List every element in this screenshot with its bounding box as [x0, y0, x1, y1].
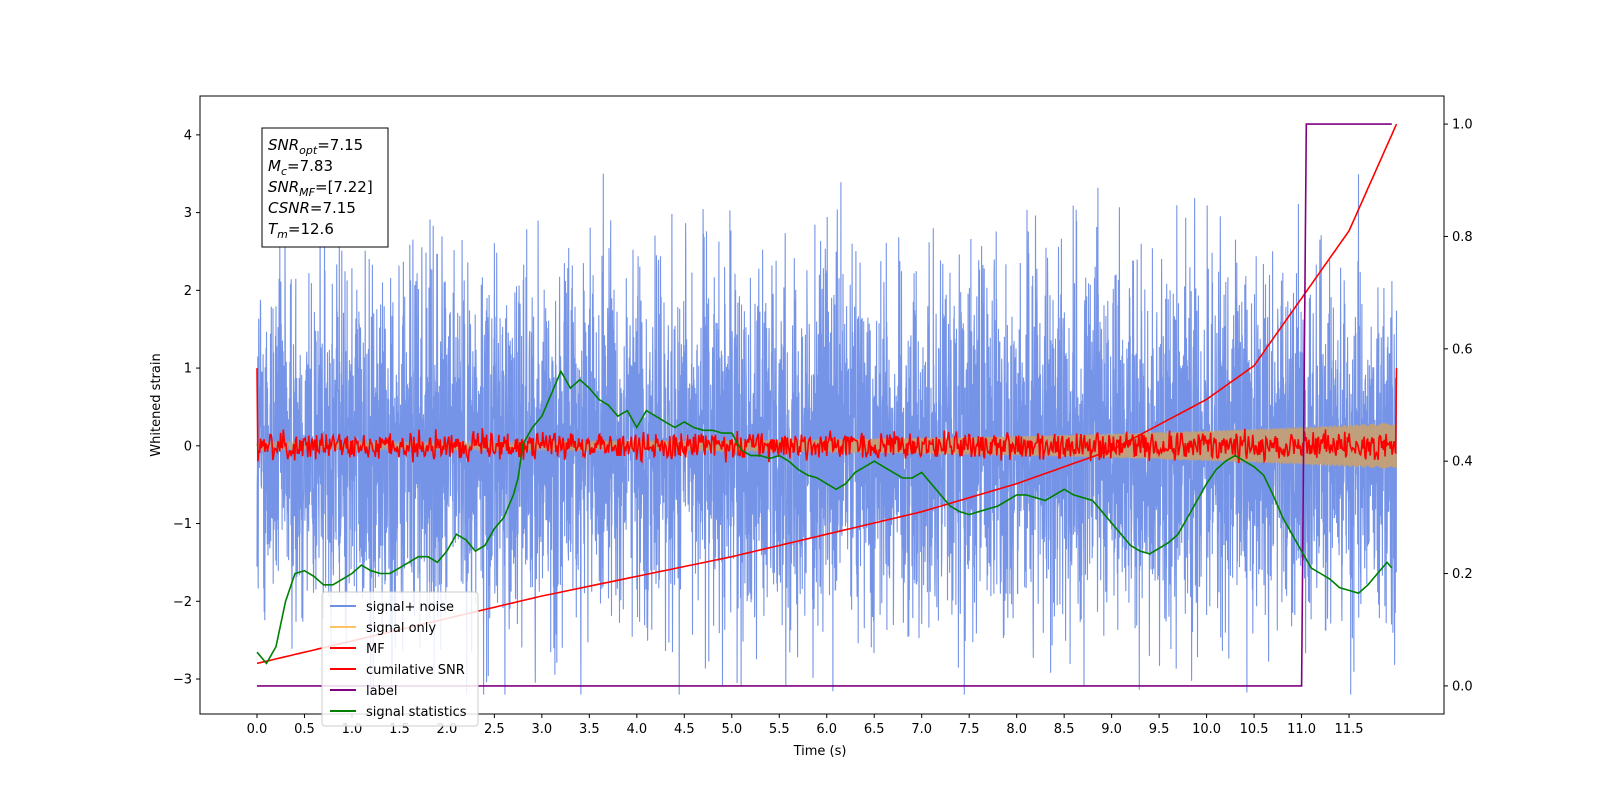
annotation-box-frame: [261, 127, 389, 248]
series-label-line: [257, 123, 1392, 687]
x-tick-label: 6.5: [864, 722, 885, 737]
y-tick-label: 4: [184, 128, 192, 143]
y2-tick-label: 0.0: [1452, 679, 1473, 694]
x-tick-label: 7.5: [959, 722, 980, 737]
legend-label-signal-noise: signal+ noise: [366, 600, 454, 615]
y-tick-label: 1: [184, 362, 192, 377]
plot-area: [256, 123, 1398, 695]
y-tick-label: 0: [184, 439, 192, 454]
legend-frame: [321, 591, 479, 727]
legend-label-signal-statistics: signal statistics: [366, 705, 467, 720]
annotation-line: SNRMF=[7.22]: [268, 178, 373, 199]
y-tick-label: −3: [173, 673, 192, 688]
x-tick-label: 8.0: [1006, 722, 1027, 737]
y2-tick-label: 0.2: [1452, 567, 1473, 582]
y-tick-label: −2: [173, 595, 192, 610]
x-tick-label: 3.5: [579, 722, 600, 737]
axes-frame: [199, 95, 1445, 715]
x-tick-label: 9.5: [1149, 722, 1170, 737]
legend: signal+ noise signal only MF cumilative SNR…: [321, 591, 479, 727]
x-tick-label: 8.5: [1054, 722, 1075, 737]
x-tick-label: 0.5: [294, 722, 315, 737]
annotation-line: Tm=12.6: [268, 220, 334, 241]
x-tick-label: 10.5: [1240, 722, 1269, 737]
y2-tick-label: 0.4: [1452, 455, 1473, 470]
y-axis-right: 0.0 0.2 0.4 0.6 0.8 1.0: [1444, 118, 1473, 694]
x-tick-label: 9.0: [1101, 722, 1122, 737]
y-axis-left: −3 −2 −1 0 1 2 3 4: [173, 128, 200, 688]
x-tick-label: 3.0: [532, 722, 553, 737]
x-tick-label: 10.0: [1192, 722, 1221, 737]
y-tick-label: −1: [173, 517, 192, 532]
series-signal-noise-line: [256, 161, 1398, 695]
legend-label-signal-only: signal only: [366, 621, 436, 636]
annotation-line: Mc=7.83: [268, 157, 333, 178]
y2-tick-label: 1.0: [1452, 118, 1473, 133]
x-tick-label: 11.5: [1335, 722, 1364, 737]
legend-label-label: label: [366, 684, 397, 699]
x-axis-label: Time (s): [793, 744, 847, 759]
annotation-line: SNRopt=7.15: [268, 136, 363, 157]
y-tick-label: 2: [184, 284, 192, 299]
x-tick-label: 5.0: [721, 722, 742, 737]
x-tick-label: 2.5: [484, 722, 505, 737]
legend-label-mf: MF: [366, 642, 385, 657]
y-axis-label: Whitened strain: [149, 353, 164, 456]
x-tick-label: 11.0: [1287, 722, 1316, 737]
x-tick-label: 5.5: [769, 722, 790, 737]
series-signal-statistics-line: [256, 369, 1393, 665]
series-mf-line: [256, 368, 1398, 464]
x-tick-label: 4.0: [626, 722, 647, 737]
x-tick-label: 4.5: [674, 722, 695, 737]
x-tick-label: 7.0: [911, 722, 932, 737]
x-tick-label: 0.0: [247, 722, 268, 737]
x-tick-label: 6.0: [816, 722, 837, 737]
y-tick-label: 3: [184, 206, 192, 221]
y2-tick-label: 0.6: [1452, 342, 1473, 357]
y2-tick-label: 0.8: [1452, 230, 1473, 245]
annotation-line: CSNR=7.15: [268, 199, 356, 217]
legend-label-cumilative-snr: cumilative SNR: [366, 663, 465, 678]
series-cumilative-snr-line: [256, 123, 1398, 665]
